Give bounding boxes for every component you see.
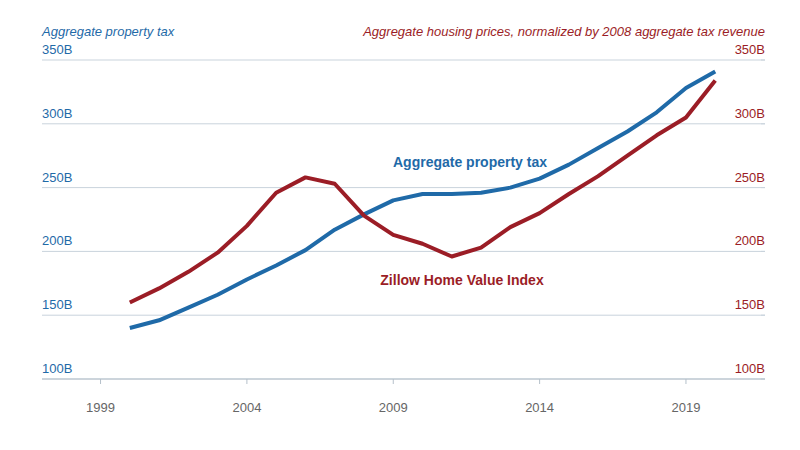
x-tick — [393, 379, 394, 384]
y2-tick — [761, 123, 765, 124]
grid-line — [42, 123, 765, 124]
series-line — [130, 71, 715, 327]
x-tick-label: 2014 — [525, 400, 554, 415]
y2-tick-label: 150B — [735, 297, 765, 312]
series-label: Zillow Home Value Index — [380, 272, 544, 288]
y-tick-label: 200B — [42, 233, 72, 248]
y-tick-label: 250B — [42, 170, 72, 185]
series-label: Aggregate property tax — [393, 154, 547, 170]
y-axis-title: Aggregate property tax — [41, 24, 175, 39]
x-tick-label: 2009 — [379, 400, 408, 415]
grid-line — [42, 60, 765, 61]
y2-tick-label: 100B — [735, 361, 765, 376]
y2-tick — [761, 251, 765, 252]
x-axis-line — [42, 379, 765, 380]
y2-tick-label: 350B — [735, 42, 765, 57]
x-tick-label: 2004 — [232, 400, 261, 415]
y2-tick — [761, 60, 765, 61]
x-tick — [246, 379, 247, 384]
x-tick — [539, 379, 540, 384]
grid-line — [42, 315, 765, 316]
x-tick — [100, 379, 101, 384]
chart: Aggregate property tax Aggregate housing … — [0, 0, 800, 450]
grid-line — [42, 379, 765, 380]
grid-line — [42, 187, 765, 188]
y2-tick-label: 250B — [735, 170, 765, 185]
y2-tick — [761, 315, 765, 316]
y-tick-label: 100B — [42, 361, 72, 376]
y2-tick-label: 300B — [735, 106, 765, 121]
x-tick — [685, 379, 686, 384]
x-tick-label: 1999 — [86, 400, 115, 415]
y-tick-label: 300B — [42, 106, 72, 121]
y2-axis-title: Aggregate housing prices, normalized by … — [362, 24, 765, 39]
series-group — [130, 71, 715, 327]
y-tick-label: 150B — [42, 297, 72, 312]
grid-line — [42, 251, 765, 252]
y2-tick-label: 200B — [735, 233, 765, 248]
y-tick-label: 350B — [42, 42, 72, 57]
x-tick-label: 2019 — [672, 400, 701, 415]
y2-tick — [761, 187, 765, 188]
series-line — [130, 80, 715, 302]
